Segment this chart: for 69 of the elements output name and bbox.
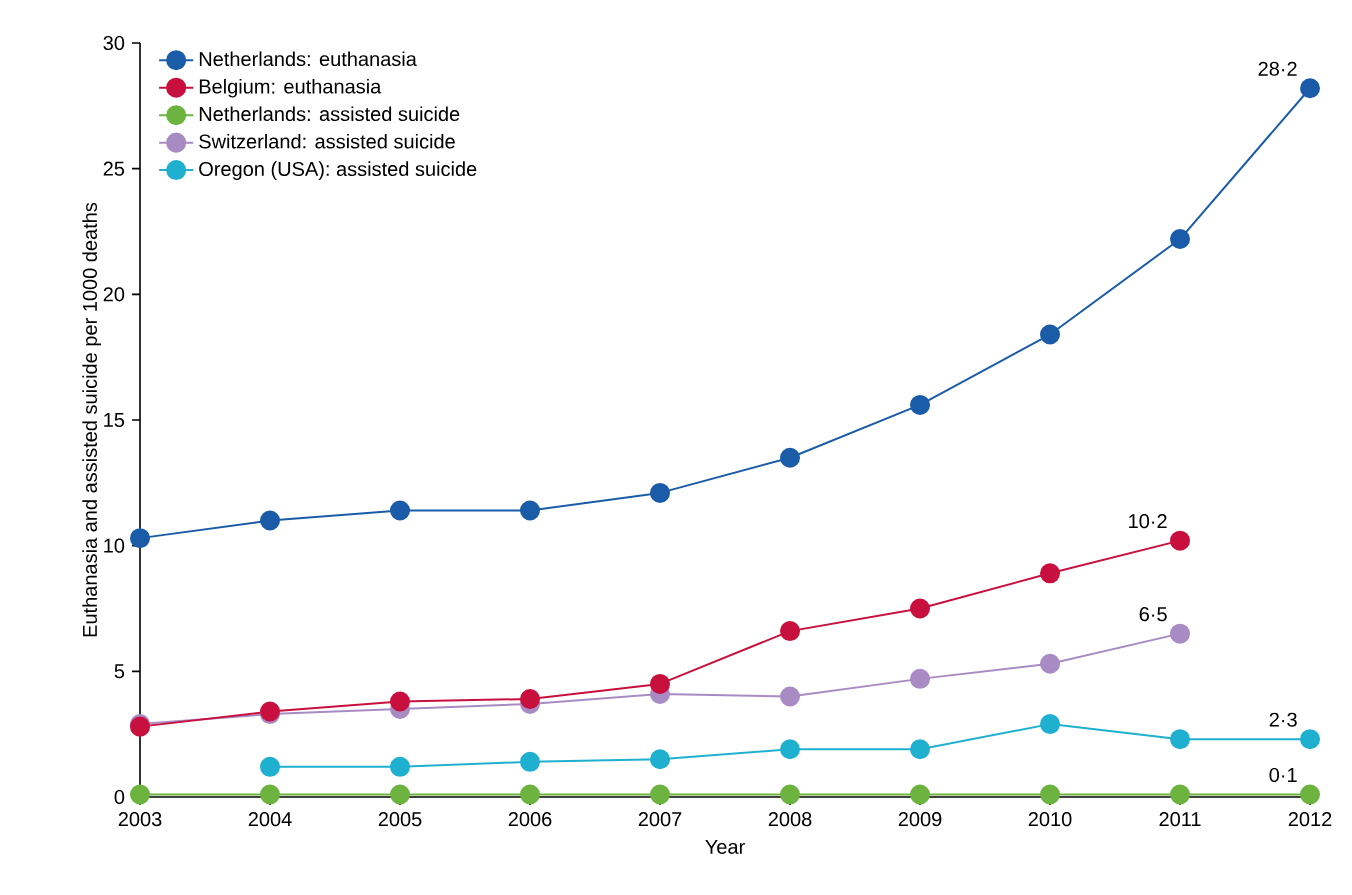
point bbox=[1170, 623, 1191, 644]
point bbox=[390, 691, 411, 712]
point bbox=[1170, 784, 1191, 805]
point bbox=[650, 784, 671, 805]
y-tick-label: 5 bbox=[114, 664, 125, 679]
point bbox=[1170, 530, 1191, 551]
legend-label: Netherlands: euthanasia bbox=[199, 51, 417, 67]
point bbox=[910, 394, 931, 415]
data-label: 6·5 bbox=[1139, 607, 1167, 622]
point bbox=[130, 784, 151, 805]
point bbox=[1040, 563, 1061, 584]
x-tick-label: 2003 bbox=[118, 812, 162, 827]
data-label: 10·2 bbox=[1129, 514, 1167, 529]
point bbox=[520, 500, 541, 521]
y-tick-label: 0 bbox=[114, 789, 125, 805]
point bbox=[650, 482, 671, 503]
y-tick-label: 30 bbox=[103, 35, 125, 51]
point bbox=[260, 510, 281, 531]
point bbox=[910, 598, 931, 619]
data-label: 2·3 bbox=[1269, 712, 1297, 727]
x-tick-label: 2007 bbox=[638, 812, 682, 827]
data-label: 0·1 bbox=[1269, 767, 1297, 783]
y-tick-label: 10 bbox=[104, 538, 125, 553]
point bbox=[520, 688, 541, 709]
x-tick-label: 2009 bbox=[898, 812, 942, 827]
x-tick-label: 2005 bbox=[378, 812, 422, 827]
point bbox=[1300, 78, 1321, 99]
x-tick-label: 2012 bbox=[1288, 812, 1332, 827]
point bbox=[260, 756, 281, 777]
point bbox=[910, 784, 931, 805]
point bbox=[1040, 714, 1061, 735]
point bbox=[650, 673, 671, 694]
point bbox=[1300, 784, 1321, 805]
x-tick-label: 2010 bbox=[1028, 812, 1072, 827]
point bbox=[1040, 653, 1061, 674]
point bbox=[260, 784, 281, 805]
y-axis-title: Euthanasia and assisted suicide per 1000 deaths bbox=[82, 202, 101, 637]
x-tick-label: 2006 bbox=[508, 812, 552, 827]
point bbox=[780, 621, 801, 642]
point bbox=[1170, 229, 1191, 250]
point bbox=[780, 447, 801, 468]
point bbox=[780, 739, 801, 760]
y-tick-label: 15 bbox=[104, 413, 125, 427]
point bbox=[1170, 729, 1191, 750]
point bbox=[780, 784, 801, 805]
point bbox=[780, 686, 801, 707]
legend-label: Netherlands: assisted suicide bbox=[199, 106, 460, 122]
data-label: 28·2 bbox=[1258, 61, 1297, 76]
point bbox=[390, 756, 411, 777]
legend-label: Oregon (USA): assisted suicide bbox=[199, 161, 477, 180]
legend-label: Belgium: euthanasia bbox=[199, 78, 382, 98]
point bbox=[390, 784, 411, 805]
point bbox=[1040, 784, 1061, 805]
x-tick-label: 2008 bbox=[768, 812, 812, 827]
y-tick-label: 20 bbox=[103, 287, 125, 302]
y-tick-label: 25 bbox=[103, 161, 125, 176]
x-tick-label: 2004 bbox=[248, 812, 292, 827]
point bbox=[130, 528, 151, 549]
point bbox=[520, 751, 541, 772]
point bbox=[1040, 324, 1061, 345]
point bbox=[910, 739, 931, 760]
point bbox=[520, 784, 541, 805]
point bbox=[1300, 729, 1321, 750]
x-axis-title: Year bbox=[705, 839, 745, 854]
legend-label: Switzerland: assisted suicide bbox=[199, 133, 455, 149]
x-tick-label: 2011 bbox=[1159, 812, 1201, 827]
point bbox=[390, 500, 411, 521]
point bbox=[910, 668, 931, 689]
point bbox=[650, 749, 671, 770]
